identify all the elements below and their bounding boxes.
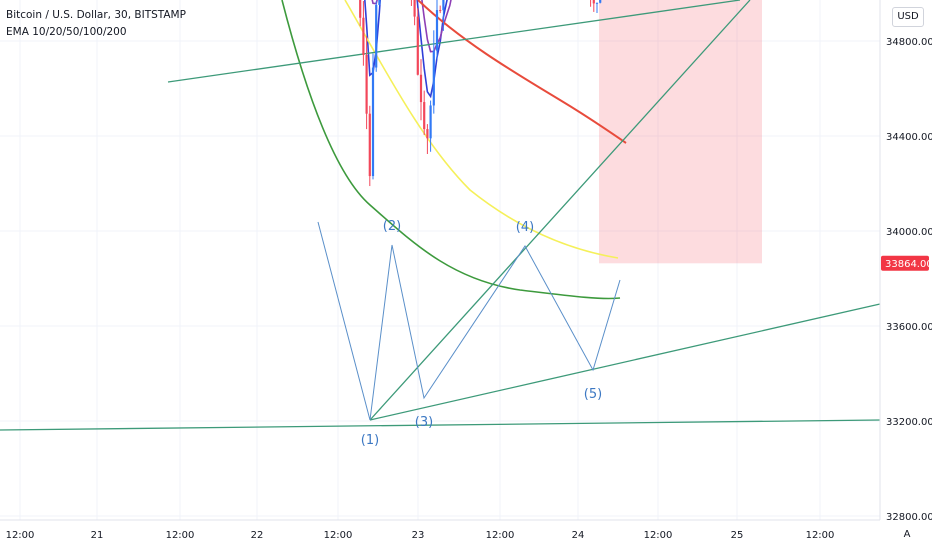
x-tick-label: 22 bbox=[251, 530, 264, 541]
candle-body bbox=[599, 0, 602, 3]
ema-10-line bbox=[364, 0, 448, 99]
x-tick-label: 12:00 bbox=[806, 530, 835, 541]
candle-body bbox=[435, 10, 439, 51]
x-tick-label: 21 bbox=[91, 530, 104, 541]
candle-body bbox=[359, 0, 362, 18]
x-tick-label: 12:00 bbox=[166, 530, 195, 541]
candle-body bbox=[429, 105, 432, 139]
candle-body bbox=[592, 0, 595, 4]
wave-label-2: (2) bbox=[383, 219, 401, 234]
price-axis[interactable] bbox=[0, 0, 881, 521]
candle-body bbox=[426, 129, 429, 139]
y-tick-label: 34400.00 bbox=[886, 132, 932, 143]
legend-symbol-title[interactable]: Bitcoin / U.S. Dollar, 30, BITSTAMP bbox=[6, 9, 186, 21]
ema-lines bbox=[281, 0, 627, 300]
candle-body bbox=[378, 0, 381, 5]
candle-body bbox=[419, 74, 423, 103]
legend-indicator-ema[interactable]: EMA 10/20/50/100/200 bbox=[6, 26, 127, 38]
wave-label-3: (3) bbox=[415, 415, 433, 430]
price-tag bbox=[881, 255, 929, 271]
wave-label-1: (1) bbox=[361, 433, 379, 448]
wave-label-5: (5) bbox=[584, 387, 602, 402]
currency-button[interactable]: USD bbox=[892, 7, 924, 27]
wave-labels: (1) (2) (3) (4) (5) bbox=[361, 219, 602, 448]
candle-body bbox=[362, 17, 365, 55]
candle-body bbox=[432, 50, 435, 106]
candle-body bbox=[365, 54, 368, 114]
candle-body bbox=[416, 16, 419, 75]
y-tick-label: 32800.00 bbox=[886, 512, 932, 523]
y-tick-label: 34800.00 bbox=[886, 37, 932, 48]
ema-200-line bbox=[417, 0, 627, 144]
auto-scale-button[interactable]: A bbox=[903, 529, 911, 540]
stop-zone[interactable] bbox=[599, 0, 762, 264]
y-tick-label: 34000.00 bbox=[886, 227, 932, 238]
candle-body bbox=[368, 113, 371, 177]
candle-body bbox=[595, 2, 599, 4]
position-zones[interactable] bbox=[599, 0, 762, 264]
wave-label-4: (4) bbox=[516, 220, 534, 235]
candle-body bbox=[439, 10, 442, 12]
y-tick-label: 33600.00 bbox=[886, 322, 932, 333]
price-tag-label: 33864.00 bbox=[885, 259, 932, 270]
candle-body bbox=[375, 4, 378, 68]
x-tick-label: 25 bbox=[731, 530, 744, 541]
candle-body bbox=[413, 0, 416, 17]
x-tick-label: 12:00 bbox=[324, 530, 353, 541]
candle-body bbox=[442, 0, 445, 11]
y-tick-label: 33200.00 bbox=[886, 417, 932, 428]
ema-50-line bbox=[281, 0, 621, 300]
price-tags: 37777.5636656.3436195.2135882.9413:10356… bbox=[881, 255, 932, 271]
support-trendline-rising[interactable] bbox=[369, 303, 881, 421]
x-tick-label: 23 bbox=[412, 530, 425, 541]
elliott-wave-path[interactable] bbox=[317, 221, 621, 421]
x-tick-labels: 12:00 21 12:00 22 12:00 23 12:00 24 12:00 25 12:00 bbox=[6, 530, 835, 541]
x-tick-label: 12:00 bbox=[644, 530, 673, 541]
y-tick-labels: 32800.00 33200.00 33600.00 34000.00 34400.00… bbox=[886, 37, 932, 523]
x-tick-label: 24 bbox=[572, 530, 585, 541]
candles bbox=[359, 0, 602, 187]
candle-body bbox=[371, 67, 375, 177]
resistance-trendline[interactable] bbox=[167, 0, 741, 83]
x-tick-label: 12:00 bbox=[486, 530, 515, 541]
x-tick-label: 12:00 bbox=[6, 530, 35, 541]
trend-lines[interactable] bbox=[0, 0, 881, 431]
channel-trendline[interactable] bbox=[369, 0, 751, 421]
candle-body bbox=[423, 102, 426, 130]
support-trendline-lower[interactable] bbox=[0, 419, 881, 431]
